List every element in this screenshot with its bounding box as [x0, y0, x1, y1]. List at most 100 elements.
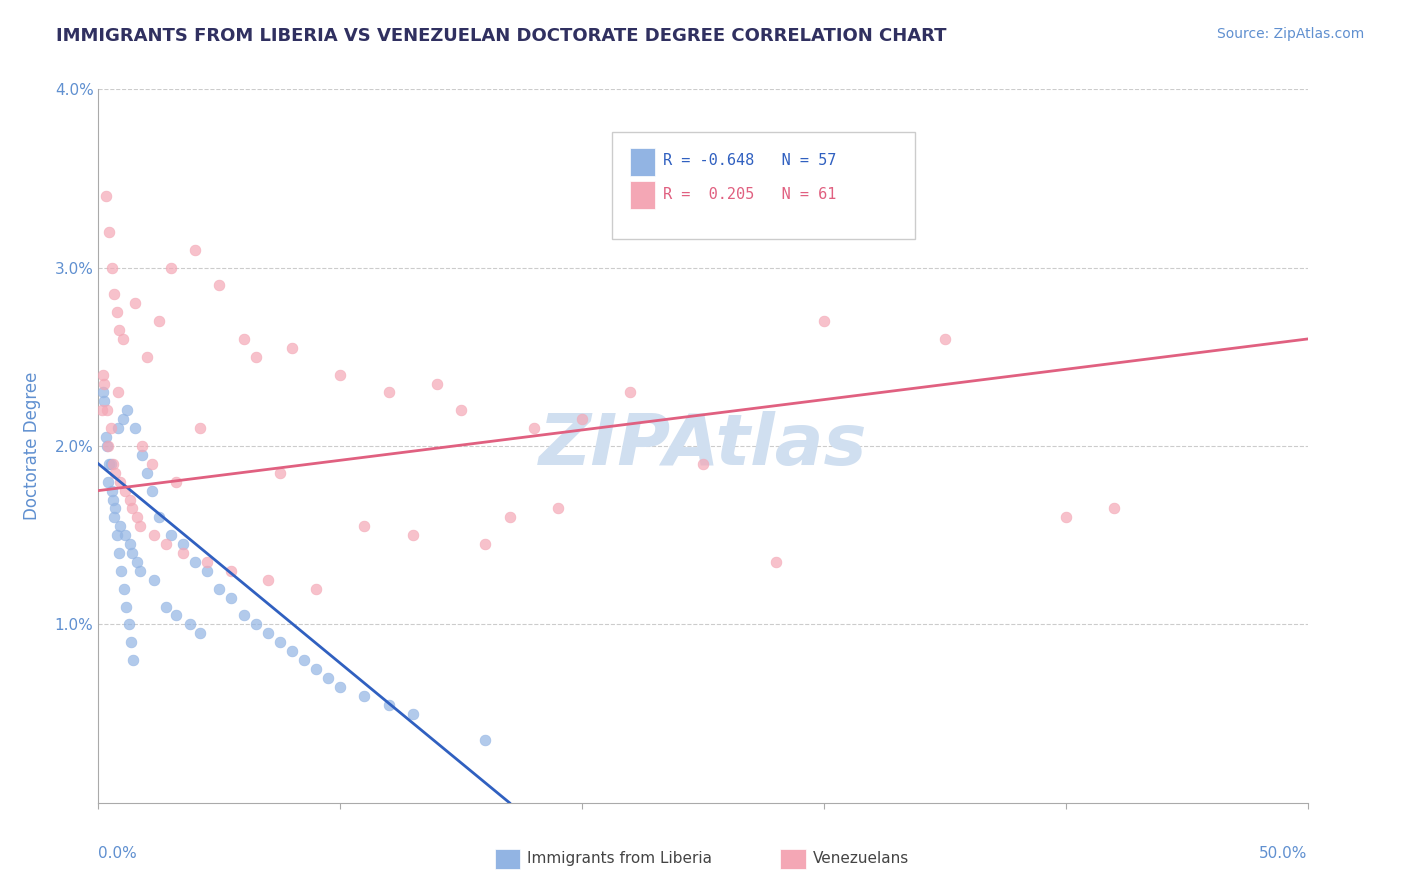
- Point: [104, 466, 127, 480]
- Point: [281, 341, 304, 355]
- Point: [98, 225, 121, 239]
- Point: [179, 617, 201, 632]
- Text: R =  0.205   N = 61: R = 0.205 N = 61: [664, 186, 837, 202]
- Point: [1102, 501, 1125, 516]
- Point: [402, 528, 425, 542]
- Point: [100, 421, 122, 435]
- Point: [94, 189, 117, 203]
- Point: [148, 510, 170, 524]
- Point: [121, 501, 143, 516]
- Point: [165, 608, 187, 623]
- Point: [121, 546, 143, 560]
- Point: [100, 260, 122, 275]
- Point: [402, 706, 425, 721]
- Point: [316, 671, 339, 685]
- Point: [934, 332, 956, 346]
- Point: [172, 546, 194, 560]
- Point: [100, 483, 122, 498]
- Point: [269, 635, 291, 649]
- Point: [108, 519, 131, 533]
- Point: [165, 475, 187, 489]
- Point: [160, 528, 183, 542]
- Point: [208, 582, 231, 596]
- Point: [160, 260, 183, 275]
- Text: Source: ZipAtlas.com: Source: ZipAtlas.com: [1216, 27, 1364, 41]
- Point: [245, 617, 267, 632]
- Point: [155, 537, 177, 551]
- Point: [184, 243, 207, 257]
- Point: [571, 412, 593, 426]
- Point: [232, 332, 254, 346]
- Point: [256, 573, 278, 587]
- Point: [104, 501, 127, 516]
- Point: [108, 546, 131, 560]
- Point: [128, 564, 150, 578]
- Point: [221, 564, 243, 578]
- Point: [118, 492, 141, 507]
- Point: [96, 439, 118, 453]
- Point: [474, 733, 496, 747]
- Point: [155, 599, 177, 614]
- Point: [114, 528, 136, 542]
- Point: [91, 385, 114, 400]
- Point: [122, 653, 145, 667]
- Point: [281, 644, 304, 658]
- FancyBboxPatch shape: [613, 132, 915, 239]
- Point: [131, 448, 153, 462]
- Point: [141, 457, 163, 471]
- Point: [91, 368, 114, 382]
- Point: [100, 457, 122, 471]
- Point: [692, 457, 714, 471]
- Point: [619, 385, 641, 400]
- Point: [93, 376, 115, 391]
- Point: [208, 278, 231, 293]
- Text: 0.0%: 0.0%: [98, 846, 138, 861]
- Point: [256, 626, 278, 640]
- Bar: [495, 849, 520, 869]
- Point: [118, 537, 141, 551]
- Point: [426, 376, 449, 391]
- Point: [105, 528, 128, 542]
- Point: [108, 475, 131, 489]
- Text: ZIPAtlas: ZIPAtlas: [538, 411, 868, 481]
- Point: [1054, 510, 1077, 524]
- Point: [135, 466, 157, 480]
- Point: [188, 626, 211, 640]
- Point: [148, 314, 170, 328]
- Point: [135, 350, 157, 364]
- Point: [105, 305, 128, 319]
- Point: [118, 617, 141, 632]
- Point: [111, 332, 134, 346]
- Point: [232, 608, 254, 623]
- Point: [813, 314, 835, 328]
- Point: [93, 394, 115, 409]
- Point: [117, 403, 139, 417]
- Text: Venezuelans: Venezuelans: [813, 852, 908, 866]
- Point: [353, 519, 375, 533]
- Point: [141, 483, 163, 498]
- Point: [143, 573, 166, 587]
- Point: [112, 582, 135, 596]
- Point: [188, 421, 211, 435]
- Point: [94, 430, 117, 444]
- Point: [377, 698, 399, 712]
- Point: [305, 662, 328, 676]
- Point: [103, 510, 125, 524]
- Point: [127, 510, 149, 524]
- Point: [97, 475, 120, 489]
- Point: [353, 689, 375, 703]
- Point: [101, 492, 124, 507]
- Y-axis label: Doctorate Degree: Doctorate Degree: [22, 372, 41, 520]
- Point: [131, 439, 153, 453]
- Point: [547, 501, 569, 516]
- Point: [107, 421, 129, 435]
- Bar: [780, 849, 806, 869]
- Point: [91, 403, 114, 417]
- Point: [107, 385, 129, 400]
- Point: [195, 555, 218, 569]
- Point: [377, 385, 399, 400]
- Point: [124, 296, 146, 310]
- Point: [474, 537, 496, 551]
- Text: IMMIGRANTS FROM LIBERIA VS VENEZUELAN DOCTORATE DEGREE CORRELATION CHART: IMMIGRANTS FROM LIBERIA VS VENEZUELAN DO…: [56, 27, 946, 45]
- Point: [184, 555, 207, 569]
